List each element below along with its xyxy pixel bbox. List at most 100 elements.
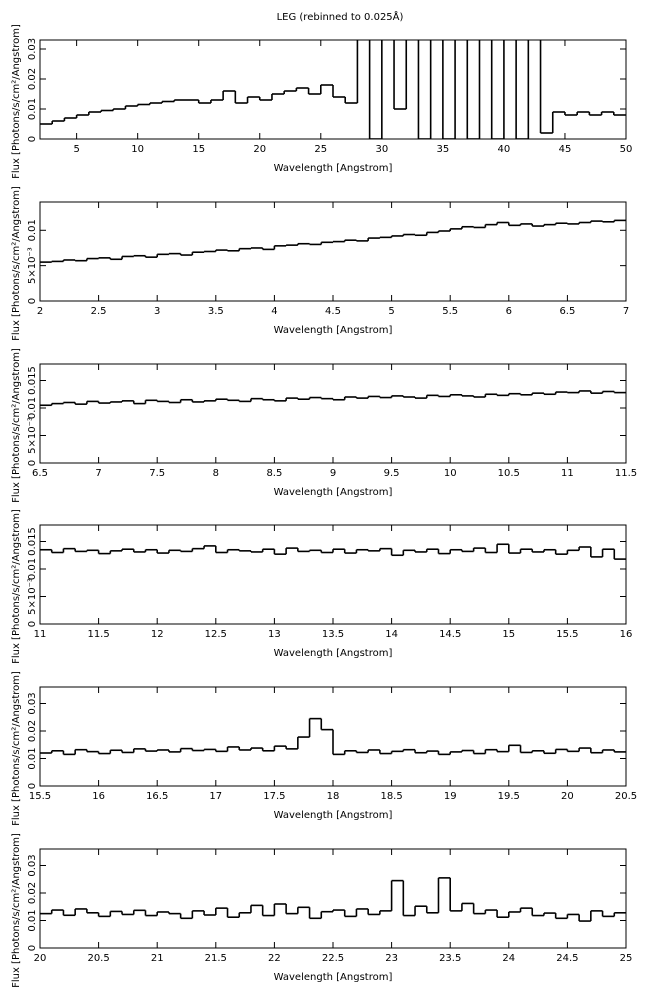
y-tick-label: 0.02 [27,68,38,90]
y-tick-label: 0.03 [27,692,38,714]
y-tick-label: 0.01 [27,98,38,120]
x-tick-label: 14.5 [439,629,461,640]
y-axis-label: Flux [Photons/s/cm²/Angstrom] [11,348,22,503]
x-tick-label: 7 [95,468,101,479]
x-tick-label: 2 [37,306,43,317]
y-axis-label: Flux [Photons/s/cm²/Angstrom] [11,186,22,341]
x-tick-label: 3 [154,306,160,317]
y-axis-label: Flux [Photons/s/cm²/Angstrom] [11,509,22,664]
plot-area [40,219,626,263]
x-tick-label: 15 [192,144,205,155]
y-axis-label: Flux [Photons/s/cm²/Angstrom] [11,833,22,988]
x-axis-label: Wavelength [Angstrom] [274,163,393,174]
y-tick-label: 0 [27,783,38,789]
x-tick-label: 17.5 [263,791,285,802]
plot-area [40,390,626,407]
x-tick-label: 9 [330,468,336,479]
x-tick-label: 25 [314,144,327,155]
x-tick-label: 5 [388,306,394,317]
y-tick-label: 0.01 [27,909,38,931]
x-tick-label: 15.5 [29,791,51,802]
x-tick-label: 20 [561,791,574,802]
x-tick-label: 13 [268,629,281,640]
x-tick-label: 40 [498,144,511,155]
x-tick-label: 21.5 [205,953,227,964]
y-tick-label: 0.03 [27,38,38,60]
x-tick-label: 9.5 [384,468,400,479]
x-tick-label: 20.5 [87,953,109,964]
y-tick-label: 0.01 [27,219,38,241]
x-tick-label: 10 [131,144,144,155]
x-tick-label: 25 [620,953,633,964]
plot-frame [39,363,627,464]
x-tick-label: 19.5 [498,791,520,802]
x-tick-label: 12.5 [205,629,227,640]
x-tick-label: 3.5 [208,306,224,317]
x-tick-label: 5.5 [442,306,458,317]
x-tick-label: 14 [385,629,398,640]
x-axis-label: Wavelength [Angstrom] [274,810,393,821]
x-tick-label: 11 [561,468,574,479]
y-tick-label: 5×10⁻³ [27,578,38,615]
x-tick-label: 7 [623,306,629,317]
y-tick-label: 5×10⁻³ [27,247,38,284]
plot-frame [39,201,627,302]
x-tick-label: 12 [151,629,164,640]
plot-frame [39,848,627,949]
y-tick-label: 0 [27,460,38,466]
x-axis-label: Wavelength [Angstrom] [274,648,393,659]
x-tick-label: 5 [73,144,79,155]
x-tick-label: 8.5 [266,468,282,479]
y-tick-label: 0.02 [27,882,38,904]
y-tick-label: 0 [27,945,38,951]
plot-area [40,717,626,756]
y-tick-label: 0 [27,621,38,627]
x-tick-label: 24 [502,953,515,964]
x-tick-label: 22.5 [322,953,344,964]
x-tick-label: 10 [444,468,457,479]
x-tick-label: 11 [34,629,47,640]
x-tick-label: 4.5 [325,306,341,317]
plot-area [40,40,626,139]
x-tick-label: 19 [444,791,457,802]
y-tick-label: 0.015 [27,366,38,395]
x-axis-label: Wavelength [Angstrom] [274,325,393,336]
x-axis-label: Wavelength [Angstrom] [274,487,393,498]
x-tick-label: 13.5 [322,629,344,640]
y-tick-label: 0 [27,298,38,304]
plot-area [40,543,626,560]
x-tick-label: 11.5 [87,629,109,640]
x-tick-label: 6 [506,306,512,317]
y-tick-label: 0.01 [27,397,38,419]
plot-frame [39,39,627,140]
x-tick-label: 18 [327,791,340,802]
x-tick-label: 24.5 [556,953,578,964]
y-tick-label: 0 [27,136,38,142]
x-tick-label: 16 [92,791,105,802]
x-tick-label: 35 [437,144,450,155]
x-tick-label: 30 [375,144,388,155]
x-axis-label: Wavelength [Angstrom] [274,972,393,983]
y-tick-label: 0.02 [27,720,38,742]
y-axis-label: Flux [Photons/s/cm²/Angstrom] [11,24,22,179]
x-tick-label: 7.5 [149,468,165,479]
x-tick-label: 22 [268,953,281,964]
x-tick-label: 21 [151,953,164,964]
x-tick-label: 45 [559,144,572,155]
x-tick-label: 16.5 [146,791,168,802]
plot-area [40,877,626,922]
plot-frame [39,524,627,625]
x-tick-label: 10.5 [498,468,520,479]
x-tick-label: 20 [34,953,47,964]
x-tick-label: 16 [620,629,633,640]
y-tick-label: 5×10⁻³ [27,417,38,454]
x-tick-label: 20.5 [615,791,637,802]
y-tick-label: 0.03 [27,854,38,876]
y-axis-label: Flux [Photons/s/cm²/Angstrom] [11,671,22,826]
x-tick-label: 15.5 [556,629,578,640]
x-tick-label: 2.5 [91,306,107,317]
x-tick-label: 8 [213,468,219,479]
x-tick-label: 50 [620,144,633,155]
x-tick-label: 6.5 [32,468,48,479]
